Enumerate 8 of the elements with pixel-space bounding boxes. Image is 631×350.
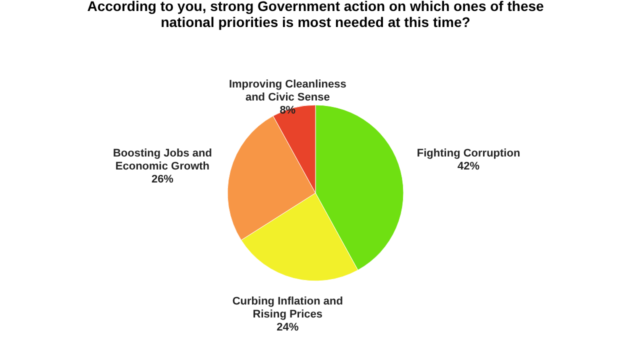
slice-label: Improving Cleanliness and Civic Sense xyxy=(228,78,346,104)
slice-label: Curbing Inflation and Rising Prices xyxy=(232,295,343,320)
data-label: 26% xyxy=(151,174,174,186)
slice-label: Boosting Jobs and Economic Growth xyxy=(112,148,212,173)
data-label: 42% xyxy=(458,160,480,173)
data-label: 24% xyxy=(276,321,299,334)
chart-title: According to you, strong Government action on which ones of these national priorities is most needed at this time? xyxy=(87,0,544,30)
slice-label: Fighting Corruption xyxy=(416,148,520,160)
